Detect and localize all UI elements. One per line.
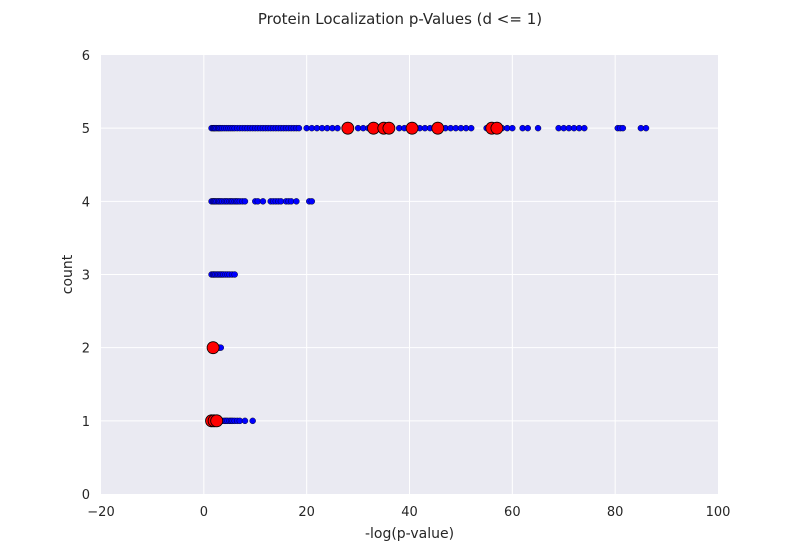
red-point [490,121,504,135]
blue-point [509,124,516,132]
blue-point [534,124,542,132]
x-tick-label: 100 [706,505,731,520]
blue-point [231,271,238,278]
y-tick-label: 3 [82,269,90,284]
y-tick-label: 2 [82,342,90,357]
x-tick-label: 60 [504,505,521,520]
blue-point [581,124,588,132]
red-point [431,121,445,135]
x-axis-label: -log(p-value) [365,526,454,542]
x-tick-label: 0 [200,505,208,520]
blue-point [241,198,249,205]
y-axis-label: count [60,254,76,294]
blue-point [334,124,341,132]
red-point [210,414,224,428]
y-tick-label: 6 [82,49,90,64]
blue-point [619,124,627,132]
y-tick-label: 5 [82,122,90,137]
y-tick-label: 1 [82,415,90,430]
red-point [206,341,220,355]
blue-point [524,124,531,132]
x-tick-label: 20 [298,505,315,520]
x-tick-label: −20 [87,505,114,520]
y-axis-ticks: 0 1 2 3 4 5 6 [82,49,90,503]
blue-point [468,124,475,132]
chart-title: Protein Localization p-Values (d <= 1) [258,10,542,28]
blue-point [241,417,249,425]
y-tick-label: 0 [82,488,90,503]
red-series [205,121,504,428]
red-point [405,121,419,135]
red-point [341,121,355,135]
blue-point [293,198,300,205]
x-tick-label: 80 [607,505,624,520]
x-axis-ticks: −20 0 20 40 60 80 100 [87,505,730,520]
blue-point [642,124,650,132]
blue-point [259,198,267,205]
blue-point [295,124,303,132]
blue-point [249,417,256,425]
red-point [382,121,396,135]
blue-point [308,198,316,205]
y-tick-label: 4 [82,195,90,210]
x-tick-label: 40 [401,505,418,520]
data-points [205,121,650,428]
